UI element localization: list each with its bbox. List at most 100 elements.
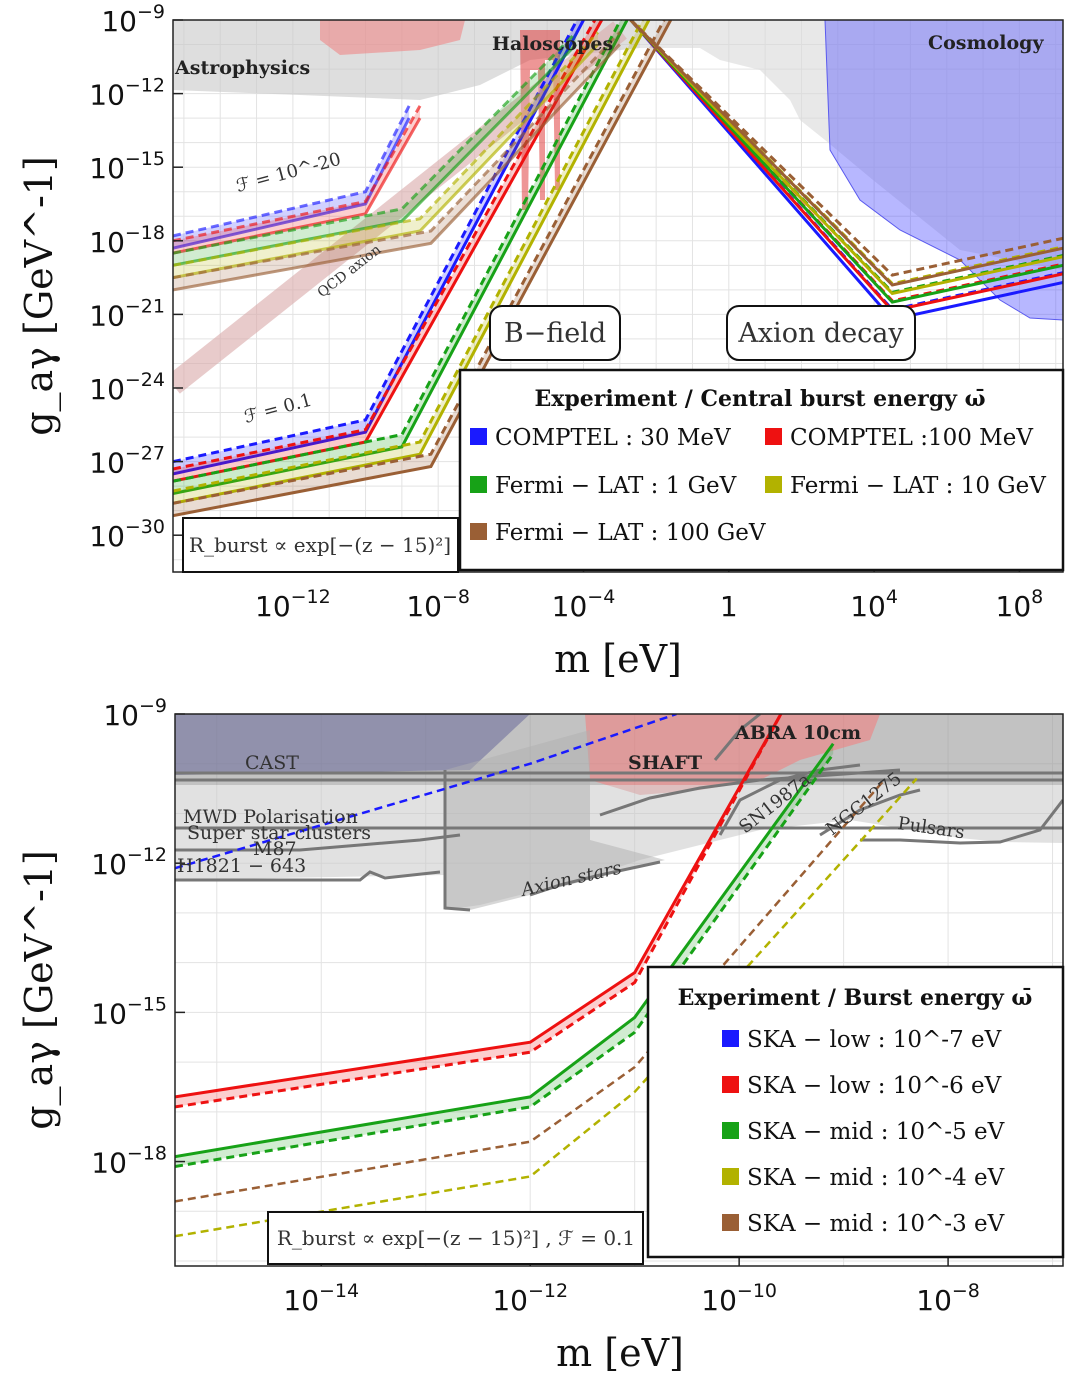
ticks-bottom: 10−14 10−12 10−10 10−8 10−9 10−12 10−15 10−18 [91,695,980,1317]
legend-bottom: Experiment / Burst energy ω̄ SKA − low :… [646,965,1065,1259]
label-shaft: SHAFT [628,752,702,774]
band-F1e20 [173,32,598,278]
region-astro-bounds [175,785,1063,910]
legend-label: SKA − low : 10^-6 eV [747,1073,1002,1099]
y-tick-label: 10−18 [91,1143,167,1180]
series-line-decay [629,20,1063,287]
formula-box-bottom [267,1211,644,1265]
label-ssc: Super star clusters [187,822,371,844]
series-line-F01 [173,20,629,495]
region-axion-stars [445,730,665,910]
panel-bottom: 10−14 10−12 10−10 10−8 10−9 10−12 10−15 10−18 C… [17,695,1065,1375]
legend-label: COMPTEL :100 MeV [790,425,1033,451]
series-line-F1e20 [173,43,578,267]
series-dashed-F01 [173,20,597,471]
x-tick-label: 104 [850,586,898,623]
legend-label: Fermi − LAT : 10 GeV [790,473,1046,499]
x-tick-label: 1 [720,590,738,623]
box-axion-decay [726,305,916,361]
series-line-decay [629,20,1063,296]
region-cosmology [824,20,1063,321]
legend-swatch [470,476,487,493]
legend-label: SKA − mid : 10^-4 eV [747,1165,1005,1191]
series-dashed [175,777,887,1203]
y-tick-label: 10−21 [89,295,165,332]
label-abra: ABRA 10cm [734,722,861,744]
plot-frame-top [172,19,1064,573]
series-dashed [175,777,918,1238]
label-cosmology: Cosmology [928,32,1044,54]
label-astrophysics: Astrophysics [174,57,310,79]
legend-label: Fermi − LAT : 100 GeV [495,520,766,546]
legend-swatch [470,523,487,540]
series-dashed [175,714,677,870]
legend-top: Experiment / Central burst energy ω̄ COM… [458,368,1065,572]
y-tick-label: 10−12 [89,75,165,112]
series-dashed-decay [629,20,1063,277]
legend-title-bottom: Experiment / Burst energy ω̄ [678,985,1033,1011]
legend-label: SKA − mid : 10^-3 eV [747,1211,1005,1237]
x-tick-label: 10−14 [283,1280,359,1317]
region-astrophysics [173,20,1063,270]
series-dashed-F01 [173,20,645,493]
series-line-decay [629,20,1063,304]
formula-bottom: R_burst ∝ exp[−(z − 15)²] , ℱ = 0.1 [277,1226,635,1250]
legend-label: SKA − mid : 10^-5 eV [747,1119,1005,1145]
series-line-F1e20 [173,117,411,250]
box-b-field [489,305,621,361]
y-tick-label: 10−27 [89,443,165,480]
legend-swatch [470,428,487,445]
legend-label: COMPTEL : 30 MeV [495,425,731,451]
legend-label: SKA − low : 10^-7 eV [747,1027,1002,1053]
y-tick-label: 10−9 [101,1,165,38]
x-tick-label: 10−12 [492,1280,568,1317]
legend-swatch [722,1168,739,1185]
series-dashed-F1e20 [173,31,600,267]
box-axion-decay-label: Axion decay [737,318,904,349]
series-dashed-F1e20 [173,105,422,243]
series-dashed-F01 [173,20,666,505]
panel-top: 10−12 10−8 10−4 1 104 108 10−9 10−12 10−15 10−18 1… [17,1,1065,681]
series-line [175,742,835,1159]
series-dashed-F1e20 [173,31,621,280]
formula-top: R_burst ∝ exp[−(z − 15)²] [189,533,451,557]
region-cast [175,714,530,775]
y-tick-label: 10−12 [91,844,167,881]
x-tick-label: 10−4 [552,586,616,623]
label-mwd: MWD Polarisation [183,806,358,828]
x-tick-label: 10−12 [255,586,331,623]
y-axis-label-bottom: g_aγ [GeV^-1] [17,850,62,1130]
legend-label: Fermi − LAT : 1 GeV [495,473,737,499]
legend-swatch [765,476,782,493]
box-b-field-label: B−field [504,318,606,349]
region-haloscopes [320,20,465,55]
region-shaft [585,714,880,795]
y-tick-label: 10−15 [89,148,165,185]
legend-swatch [722,1122,739,1139]
series-dashed [175,714,783,1109]
ticks-top: 10−12 10−8 10−4 1 104 108 10−9 10−12 10−15 10−18 1… [89,1,1043,623]
legend-swatch [722,1030,739,1047]
y-tick-label: 10−18 [89,222,165,259]
x-tick-label: 108 [996,586,1044,623]
formula-box-top [182,517,459,573]
legend-title-top: Experiment / Central burst energy ω̄ [534,386,985,412]
legend-swatch [765,428,782,445]
legend-swatch [722,1214,739,1231]
x-axis-label-bottom: m [eV] [556,1331,684,1375]
label-cast: CAST [245,752,299,774]
band-F1e20 [173,32,577,266]
y-tick-label: 10−24 [89,369,165,406]
y-tick-label: 10−15 [91,993,167,1030]
y-tick-label: 10−30 [89,516,165,553]
band-F1e20 [173,105,420,254]
x-tick-label: 10−8 [406,586,470,623]
label-h1821: H1821 − 643 [177,855,306,877]
series-line-F1e20 [173,43,621,292]
series-line-F01 [173,20,673,518]
x-tick-label: 10−8 [916,1280,980,1317]
x-axis-label-top: m [eV] [554,637,682,681]
y-axis-label-top: g_aγ [GeV^-1] [17,156,62,436]
y-tick-label: 10−9 [103,695,167,732]
